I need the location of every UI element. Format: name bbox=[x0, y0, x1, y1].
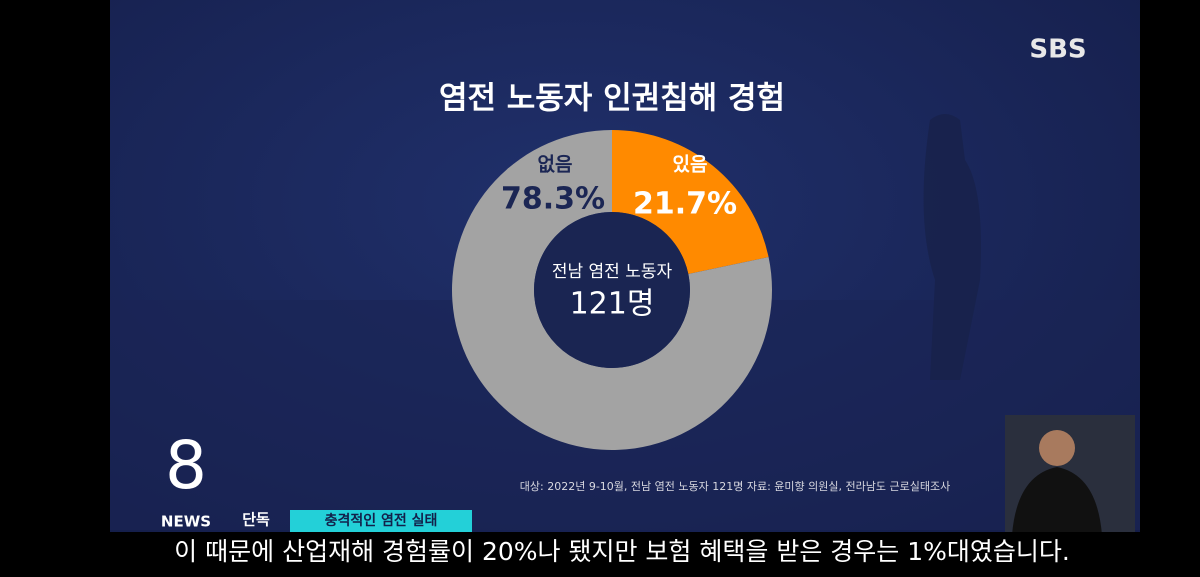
slice bbox=[612, 130, 769, 274]
interpreter bbox=[1005, 415, 1135, 535]
program-name: NEWS bbox=[161, 513, 211, 531]
source-note: 대상: 2022년 9-10월, 전남 염전 노동자 121명 자료: 윤미향 … bbox=[520, 480, 950, 493]
caption-bar bbox=[110, 532, 1140, 577]
donut-hole bbox=[534, 212, 690, 368]
tag: 단독 bbox=[242, 511, 270, 529]
interpreter-head bbox=[1039, 430, 1075, 466]
slice bbox=[452, 130, 772, 450]
headline: 충격적인 염전 실태 bbox=[325, 512, 438, 529]
logo: SBS bbox=[1029, 35, 1086, 65]
donut: 있음 21.7% 없음 78.3% bbox=[452, 130, 772, 450]
caption: 이 때문에 산업재해 경험률이 20%나 됐지만 보험 혜택을 받은 경우는 1… bbox=[174, 537, 1070, 566]
value-label: 21.7% bbox=[633, 187, 737, 222]
headline-bar bbox=[290, 510, 472, 532]
slice-label: 없음 bbox=[538, 154, 573, 176]
value-label: 78.3% bbox=[501, 182, 605, 217]
interpreter-body bbox=[1012, 467, 1102, 535]
chart-title: 염전 노동자 인권침해 경험 bbox=[439, 81, 785, 117]
worker-silhouette bbox=[923, 114, 981, 380]
center-label: 전남 염전 노동자 bbox=[552, 262, 673, 282]
program-number: 8 bbox=[165, 427, 207, 504]
center-value: 121명 bbox=[570, 287, 655, 322]
slice-label: 있음 bbox=[673, 154, 708, 176]
